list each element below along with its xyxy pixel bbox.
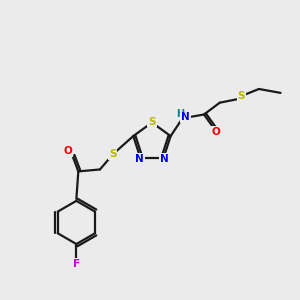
Text: F: F [73, 259, 80, 269]
Text: N: N [181, 112, 190, 122]
Text: O: O [63, 146, 72, 156]
Text: N: N [135, 154, 144, 164]
Text: S: S [109, 149, 116, 159]
Text: S: S [238, 91, 245, 101]
Text: N: N [160, 154, 169, 164]
Text: H: H [176, 109, 184, 118]
Text: S: S [148, 116, 156, 127]
Text: O: O [212, 127, 220, 137]
